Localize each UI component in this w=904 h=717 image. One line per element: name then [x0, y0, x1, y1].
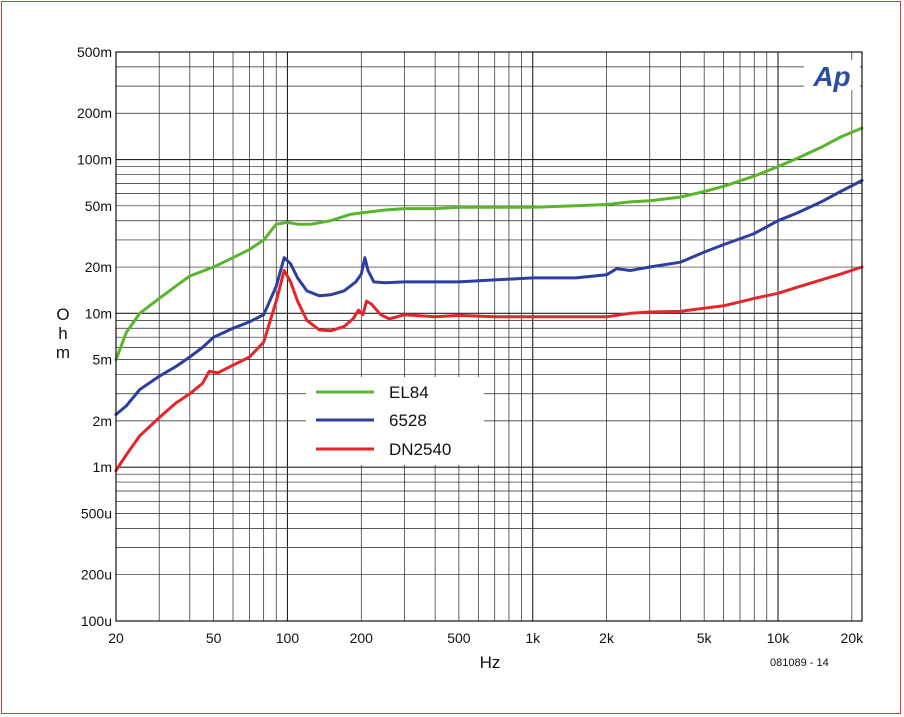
y-tick-label: 1m — [93, 459, 112, 475]
y-tick-label: 10m — [85, 305, 112, 321]
y-axis-label: Ohm — [56, 305, 70, 362]
y-tick-label: 2m — [93, 413, 112, 429]
ap-logo-text: Ap — [812, 61, 850, 92]
x-tick-label: 20 — [108, 630, 124, 646]
legend: EL84 6528 DN2540 — [306, 377, 484, 465]
grid — [115, 51, 862, 622]
x-tick-label: 10k — [767, 630, 791, 646]
y-axis-label-letter: m — [56, 343, 70, 362]
ap-logo: Ap — [804, 60, 860, 92]
series-line-el84 — [114, 126, 864, 362]
series-line-dn2540 — [114, 265, 864, 473]
x-tick-labels: 20 50 100 200 500 1k 2k 5k 10k 20k — [108, 630, 864, 646]
legend-label-el84: EL84 — [389, 383, 429, 402]
y-tick-labels: 500m 200m 100m 50m 20m 10m 5m 2m 1m 500u 200u 100u — [77, 44, 112, 629]
y-tick-label: 500m — [77, 44, 112, 60]
x-axis-label: Hz — [480, 653, 501, 672]
x-tick-label: 20k — [841, 630, 865, 646]
y-axis-label-letter: h — [58, 324, 67, 343]
series-lines — [114, 126, 864, 473]
x-tick-label: 1k — [525, 630, 541, 646]
y-tick-label: 100m — [77, 152, 112, 168]
legend-label-6528: 6528 — [389, 411, 427, 430]
x-tick-label: 50 — [206, 630, 222, 646]
y-tick-label: 50m — [85, 198, 112, 214]
plot-border — [115, 51, 863, 622]
series-line-6528 — [114, 179, 864, 416]
y-tick-label: 200u — [81, 567, 112, 583]
legend-label-dn2540: DN2540 — [389, 440, 451, 459]
x-tick-label: 100 — [276, 630, 300, 646]
y-tick-label: 500u — [81, 505, 112, 521]
y-tick-label: 20m — [85, 259, 112, 275]
x-tick-label: 2k — [599, 630, 615, 646]
figure-id-annotation: 081089 - 14 — [770, 657, 829, 669]
y-tick-label: 100u — [81, 613, 112, 629]
x-tick-label: 500 — [447, 630, 471, 646]
x-tick-label: 200 — [350, 630, 374, 646]
y-tick-label: 5m — [93, 352, 112, 368]
x-tick-label: 5k — [697, 630, 713, 646]
y-axis-label-letter: O — [56, 305, 69, 324]
y-tick-label: 200m — [77, 105, 112, 121]
